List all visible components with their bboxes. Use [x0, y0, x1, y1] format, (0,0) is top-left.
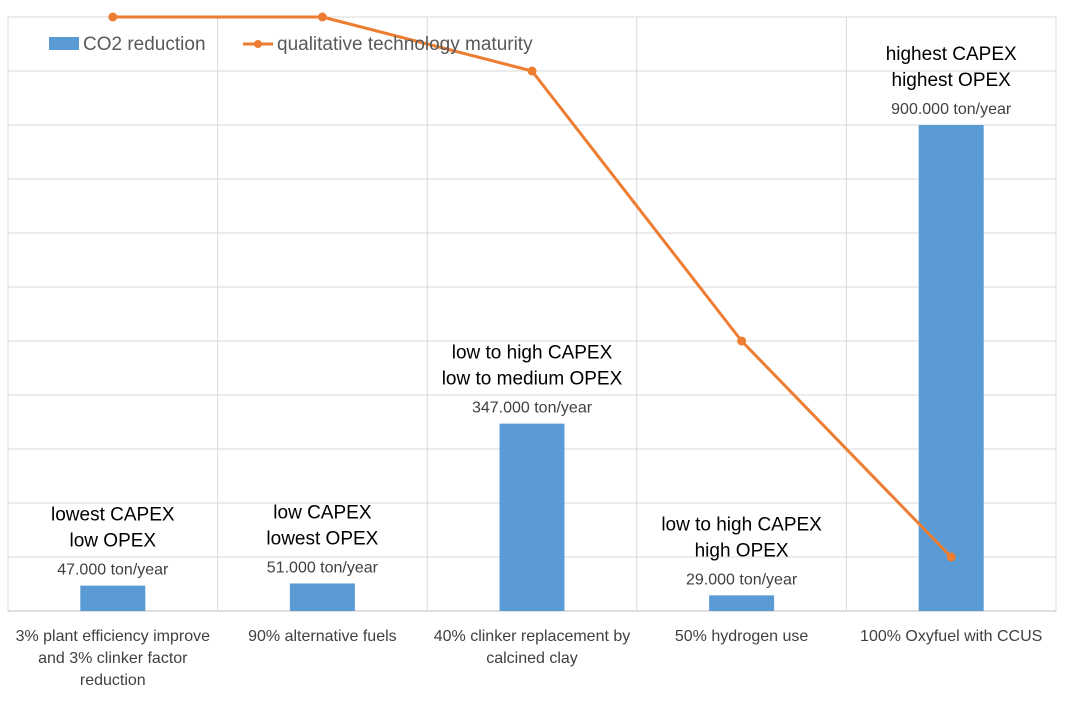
line-point — [946, 552, 956, 562]
line-point — [317, 12, 327, 22]
bar-value-label: 29.000 ton/year — [686, 571, 798, 588]
bar — [80, 585, 146, 611]
line-point — [527, 66, 537, 76]
cost-annotation: lowest CAPEX — [51, 505, 175, 526]
x-tick-label: calcined clay — [486, 650, 578, 667]
bar-value-label: 51.000 ton/year — [267, 559, 379, 576]
bar — [499, 423, 565, 611]
cost-annotation: low to high CAPEX — [452, 343, 613, 364]
cost-annotation: low CAPEX — [273, 502, 372, 523]
x-tick-label: 90% alternative fuels — [248, 628, 397, 645]
legend-swatch-co2-reduction — [49, 37, 79, 50]
x-tick-label: 40% clinker replacement by — [434, 628, 631, 645]
cost-annotation: low to medium OPEX — [442, 369, 623, 390]
bar-value-label: 900.000 ton/year — [891, 101, 1012, 118]
x-tick-label: reduction — [80, 672, 146, 689]
cost-annotation: high OPEX — [695, 540, 789, 561]
x-tick-label: and 3% clinker factor — [38, 650, 188, 667]
cost-annotation: lowest OPEX — [266, 528, 378, 549]
legend-label-co2-reduction: CO2 reduction — [83, 34, 206, 55]
bar-value-label: 347.000 ton/year — [472, 400, 593, 417]
data-labels: 47.000 ton/year lowest CAPEX low OPEX 51.00… — [51, 44, 1017, 588]
bar — [709, 595, 775, 611]
line-point — [108, 12, 118, 22]
legend-marker-maturity — [254, 40, 262, 48]
bar — [918, 125, 984, 611]
legend-label-maturity: qualitative technology maturity — [277, 34, 533, 55]
x-tick-label: 100% Oxyfuel with CCUS — [860, 628, 1042, 645]
line-series — [108, 12, 956, 562]
cost-annotation: low to high CAPEX — [661, 514, 822, 535]
line-point — [737, 336, 747, 346]
cost-annotation: highest CAPEX — [886, 44, 1017, 65]
legend: CO2 reduction qualitative technology matu… — [49, 34, 533, 55]
x-tick-label: 3% plant efficiency improve — [16, 628, 211, 645]
cost-annotation: highest OPEX — [892, 70, 1012, 91]
x-tick-label: 50% hydrogen use — [675, 628, 809, 645]
bar — [289, 583, 355, 611]
bar-value-label: 47.000 ton/year — [57, 562, 169, 579]
cost-annotation: low OPEX — [70, 531, 157, 552]
gridlines — [7, 16, 1057, 612]
x-axis-tick-labels: 3% plant efficiency improve and 3% clinke… — [16, 628, 1043, 689]
bar-series — [80, 125, 984, 611]
